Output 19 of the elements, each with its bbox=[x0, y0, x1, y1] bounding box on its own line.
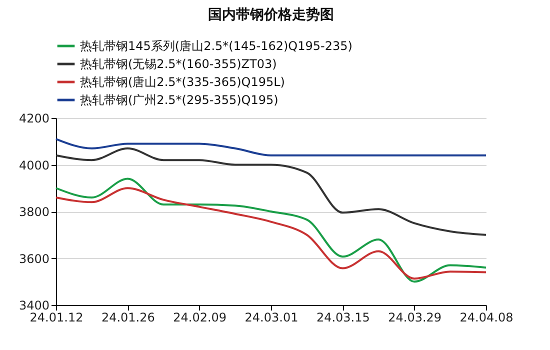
chart-title: 国内带钢价格走势图 bbox=[208, 7, 334, 23]
legend-label: 热轧带钢(广州2.5*(295-355)Q195) bbox=[80, 93, 278, 107]
legend-label: 热轧带钢(无锡2.5*(160-355)ZT03) bbox=[80, 57, 277, 71]
x-tick-label: 24.01.12 bbox=[30, 310, 84, 324]
x-tick-label: 24.03.29 bbox=[388, 310, 442, 324]
y-tick-label: 3400 bbox=[18, 298, 50, 312]
line-series bbox=[55, 147, 487, 236]
x-tick-label: 24.03.15 bbox=[316, 310, 370, 324]
y-tick-label: 3800 bbox=[18, 205, 50, 219]
x-tick-label: 24.02.09 bbox=[173, 310, 227, 324]
x-tick-label: 24.01.26 bbox=[101, 310, 155, 324]
x-tick-label: 24.03.01 bbox=[244, 310, 298, 324]
legend-label: 热轧带钢145系列(唐山2.5*(145-162)Q195-235) bbox=[80, 39, 352, 53]
y-tick-label: 4000 bbox=[18, 158, 50, 172]
y-tick-label: 3600 bbox=[18, 252, 50, 266]
legend-label: 热轧带钢(唐山2.5*(335-365)Q195L) bbox=[80, 75, 285, 89]
y-tick-label: 4200 bbox=[18, 112, 50, 126]
x-tick-label: 24.04.08 bbox=[460, 310, 514, 324]
line-series bbox=[55, 138, 487, 156]
